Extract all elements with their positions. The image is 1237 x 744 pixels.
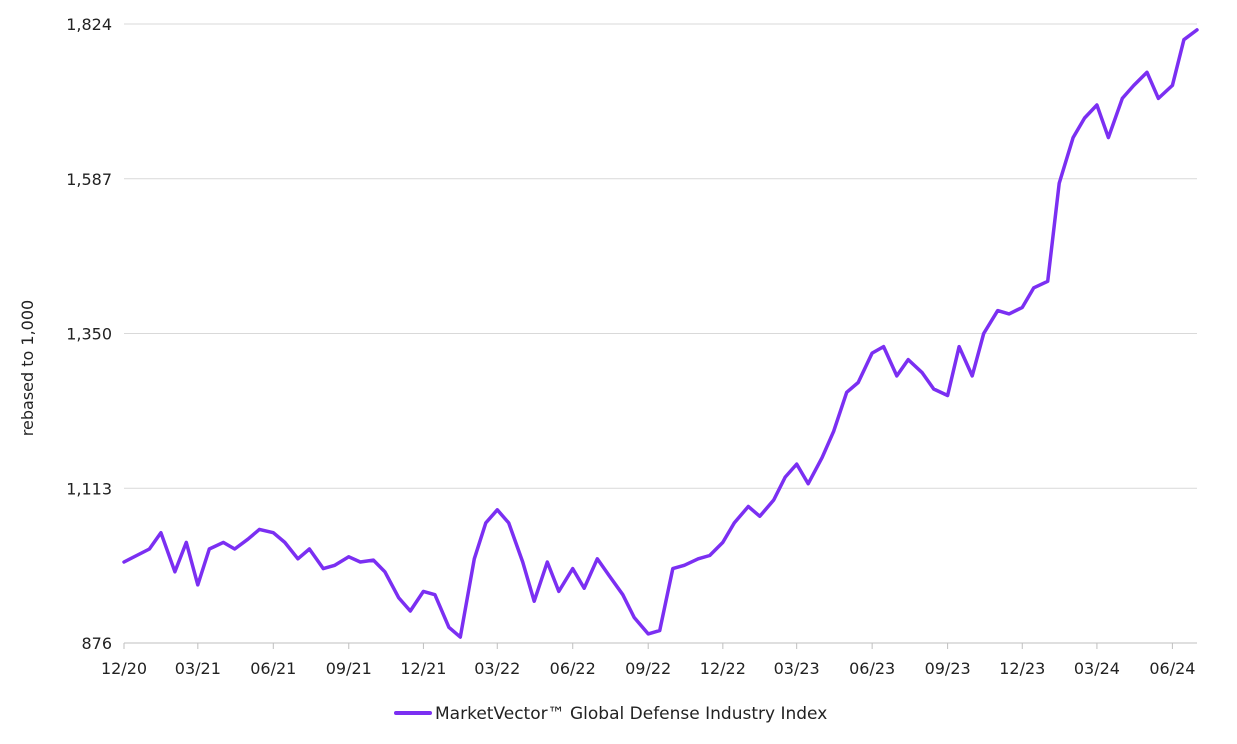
- y-tick-label: 1,113: [66, 479, 112, 498]
- y-axis-label: rebased to 1,000: [18, 300, 37, 436]
- y-axis-ticks: 876 1,113 1,350 1,587 1,824: [66, 15, 112, 653]
- series-line-0: [122, 28, 1199, 639]
- x-tick-label: 06/22: [550, 659, 596, 678]
- x-tick-label: 12/23: [999, 659, 1045, 678]
- x-tick-label: 09/21: [326, 659, 372, 678]
- x-tick-label: 06/23: [849, 659, 895, 678]
- x-tick-label: 09/23: [925, 659, 971, 678]
- x-tick-label: 12/21: [400, 659, 446, 678]
- y-tick-label: 1,350: [66, 325, 112, 344]
- gridlines: [124, 23, 1197, 489]
- x-tick-label: 12/20: [101, 659, 147, 678]
- series-layer: [122, 28, 1199, 639]
- x-tick-label: 06/24: [1149, 659, 1195, 678]
- legend: MarketVector™ Global Defense Industry In…: [394, 704, 827, 724]
- x-axis-ticks: 12/20 03/21 06/21 09/21 12/21 03/22 06/22 09/22…: [101, 643, 1195, 678]
- x-tick-label: 03/21: [175, 659, 221, 678]
- y-tick-label: 876: [81, 634, 112, 653]
- x-tick-label: 03/22: [474, 659, 520, 678]
- x-tick-label: 03/23: [774, 659, 820, 678]
- x-tick-label: 03/24: [1074, 659, 1120, 678]
- x-tick-label: 09/22: [625, 659, 671, 678]
- y-tick-label: 1,824: [66, 15, 112, 34]
- x-tick-label: 12/22: [700, 659, 746, 678]
- y-tick-label: 1,587: [66, 170, 112, 189]
- x-tick-label: 06/21: [250, 659, 296, 678]
- legend-label: MarketVector™ Global Defense Industry In…: [435, 704, 827, 724]
